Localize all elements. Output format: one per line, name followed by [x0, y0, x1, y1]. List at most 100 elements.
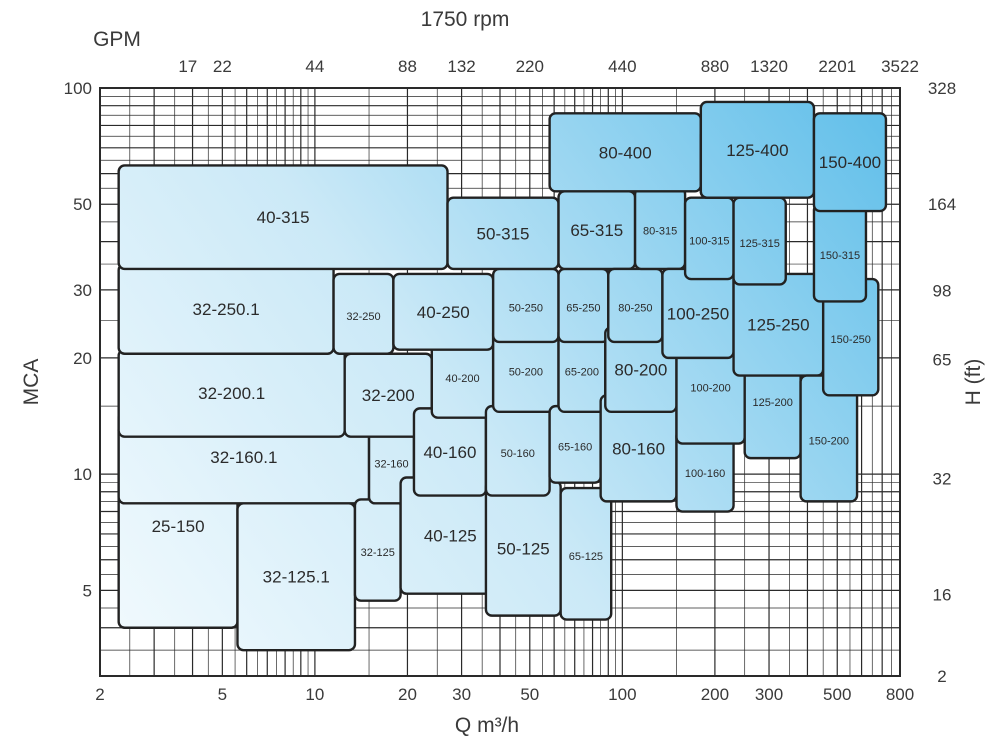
pump-model-label: 80-200: [614, 361, 667, 380]
pump-model-label: 40-125: [424, 527, 477, 546]
pump-region: 100-250: [661, 267, 735, 360]
ft-tick-label: 328: [928, 79, 956, 98]
gpm-tick-label: 22: [213, 57, 232, 76]
pump-model-label: 80-315: [643, 226, 677, 238]
pump-model-label: 80-160: [612, 439, 665, 458]
gpm-tick-label: 440: [608, 57, 636, 76]
ft-tick-label: 65: [933, 351, 952, 370]
x-tick-label: 30: [452, 685, 471, 704]
pump-model-label: 125-315: [739, 238, 779, 250]
pump-model-label: 40-160: [423, 443, 476, 462]
top-axis-label: GPM: [93, 28, 141, 51]
pump-model-label: 65-160: [558, 441, 592, 453]
pump-region: 65-160: [548, 404, 602, 484]
pump-model-label: 50-200: [509, 367, 543, 379]
pump-model-label: 65-200: [565, 367, 599, 379]
pump-model-label: 80-400: [599, 143, 652, 162]
y-tick-label: 5: [83, 581, 92, 600]
pump-model-label: 32-200: [362, 386, 415, 405]
pump-region-shape: [812, 112, 888, 213]
pump-model-label: 40-200: [445, 373, 479, 385]
gpm-tick-label: 220: [516, 57, 544, 76]
pump-model-label: 32-125.1: [263, 568, 330, 587]
pump-model-label: 125-400: [726, 141, 788, 160]
ft-tick-label: 32: [933, 469, 952, 488]
x-tick-label: 20: [398, 685, 417, 704]
y-tick-label: 20: [73, 349, 92, 368]
pump-region: 50-315: [446, 196, 560, 271]
pump-region: 80-400: [548, 112, 703, 193]
pump-model-label: 32-200.1: [198, 384, 265, 403]
gpm-tick-label: 132: [447, 57, 475, 76]
ft-tick-label: 16: [933, 585, 952, 604]
pump-model-label: 125-250: [747, 316, 809, 335]
pump-model-label: 150-200: [809, 435, 849, 447]
x-tick-label: 100: [608, 685, 636, 704]
pump-region: 80-200: [604, 326, 678, 414]
y-axis-label: MCA: [20, 359, 43, 406]
y-tick-label: 30: [73, 281, 92, 300]
pump-region: 65-315: [557, 190, 637, 271]
pump-region: 150-400: [812, 112, 888, 213]
pump-model-label: 100-160: [685, 468, 725, 480]
gpm-tick-label: 880: [701, 57, 729, 76]
x-tick-label: 10: [305, 685, 324, 704]
ft-tick-label: 98: [933, 281, 952, 300]
ft-tick-label: 164: [928, 195, 956, 214]
chart-title: 1750 rpm: [421, 8, 510, 31]
x-tick-label: 5: [218, 685, 227, 704]
pump-region: 100-315: [683, 196, 735, 281]
pump-model-label: 32-160: [374, 459, 408, 471]
pump-model-label: 50-250: [509, 302, 543, 314]
x-axis-label: Q m³/h: [455, 714, 519, 737]
x-tick-label: 500: [823, 685, 851, 704]
pump-region: 125-315: [732, 196, 787, 286]
pump-region: 32-200.1: [117, 348, 346, 438]
pump-region: 50-125: [484, 479, 562, 617]
pump-model-label: 50-160: [501, 448, 535, 460]
gpm-tick-label: 44: [305, 57, 324, 76]
pump-region: 125-400: [699, 100, 816, 199]
pump-region: 40-250: [392, 272, 495, 351]
pump-model-label: 65-315: [570, 221, 623, 240]
pump-region: 40-160: [412, 407, 488, 497]
pump-model-label: 32-160.1: [210, 448, 277, 467]
pump-model-label: 32-125: [361, 547, 395, 559]
pump-model-label: 50-125: [497, 539, 550, 558]
pump-model-label: 150-315: [820, 250, 860, 262]
y-tick-label: 100: [64, 79, 92, 98]
pump-model-label: 125-200: [752, 397, 792, 409]
gpm-tick-label: 3522: [881, 57, 919, 76]
pump-region: 32-125: [353, 498, 402, 602]
pump-region: 80-250: [607, 267, 664, 344]
gpm-tick-label: 17: [178, 57, 197, 76]
pump-region: 32-125.1: [236, 502, 357, 652]
pump-model-label: 32-250.1: [193, 300, 260, 319]
pump-model-label: 80-250: [618, 302, 652, 314]
pump-model-label: 150-400: [819, 153, 881, 172]
pump-model-label: 100-250: [667, 304, 729, 323]
pump-region: 40-315: [117, 164, 449, 271]
pump-region: 32-250.1: [117, 262, 335, 355]
gpm-tick-label: 2201: [818, 57, 856, 76]
pump-model-label: 100-315: [689, 235, 729, 247]
x-tick-label: 200: [701, 685, 729, 704]
pump-region: 50-160: [484, 404, 551, 497]
pump-model-label: 150-250: [831, 334, 871, 346]
pump-model-label: 32-250: [346, 311, 380, 323]
pump-region-shape: [559, 486, 613, 621]
pump-regions: 25-150 32-125.1 32-160.1 32-200.1 32-250.1 40…: [117, 100, 888, 652]
pump-model-label: 100-200: [690, 382, 730, 394]
pump-model-label: 40-315: [257, 208, 310, 227]
y-tick-label: 10: [73, 465, 92, 484]
right-axis-label: H (ft): [962, 359, 985, 406]
y-tick-label: 50: [73, 195, 92, 214]
pump-model-label: 25-150: [152, 517, 205, 536]
gpm-tick-label: 1320: [750, 57, 788, 76]
pump-region: 150-315: [812, 203, 868, 303]
pump-region: 100-160: [675, 428, 735, 513]
pump-model-label: 40-250: [417, 303, 470, 322]
pump-region: 65-125: [559, 486, 613, 621]
pump-region: 125-250: [732, 272, 825, 377]
